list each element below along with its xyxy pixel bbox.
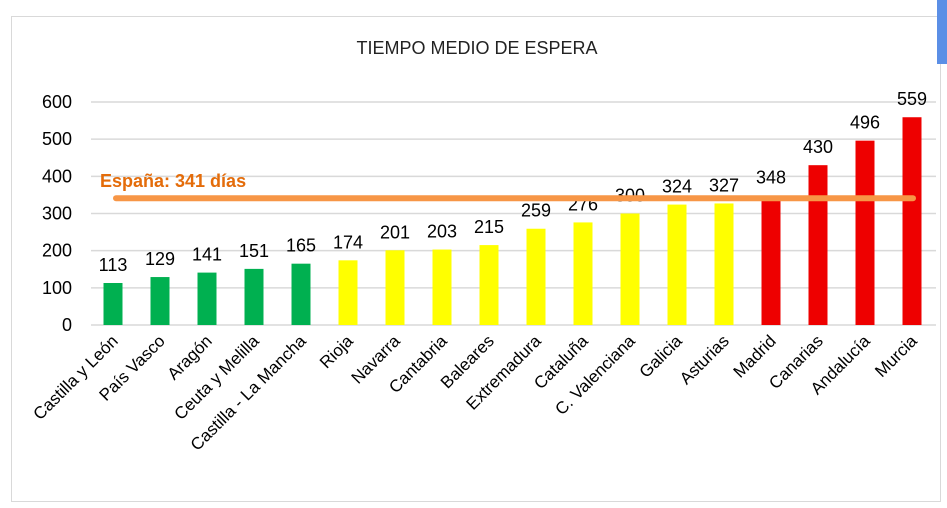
x-tick-label: Rioja (316, 331, 357, 372)
y-tick-label: 0 (62, 315, 72, 335)
bar (620, 213, 640, 325)
gridlines (91, 101, 936, 326)
data-label: 174 (333, 232, 363, 252)
y-tick-label: 100 (42, 278, 72, 298)
bar (291, 263, 311, 325)
bar (714, 203, 734, 325)
selection-accent (937, 0, 947, 64)
data-label: 348 (756, 168, 786, 188)
bar (902, 117, 922, 325)
chart-frame (11, 16, 941, 502)
bar (338, 260, 358, 325)
data-label: 165 (286, 236, 316, 256)
bar (526, 228, 546, 325)
reference-line-label: España: 341 días (100, 171, 246, 191)
x-tick-label: Murcia (871, 331, 921, 381)
bar (432, 249, 452, 325)
bar (808, 165, 828, 325)
bar (667, 204, 687, 325)
bar (103, 283, 123, 325)
chart-title: TIEMPO MEDIO DE ESPERA (356, 38, 597, 58)
x-tick-label: Asturias (676, 331, 733, 388)
data-label: 151 (239, 241, 269, 261)
data-label: 141 (192, 245, 222, 265)
bar (150, 277, 170, 325)
data-label: 496 (850, 113, 880, 133)
y-tick-label: 400 (42, 166, 72, 186)
y-tick-label: 200 (42, 241, 72, 261)
data-label: 327 (709, 175, 739, 195)
bar (573, 222, 593, 325)
bar (244, 268, 264, 325)
y-tick-label: 600 (42, 92, 72, 112)
bars (103, 117, 922, 325)
data-label: 430 (803, 137, 833, 157)
data-label: 215 (474, 217, 504, 237)
data-label: 259 (521, 201, 551, 221)
data-label: 113 (99, 255, 128, 275)
bar (385, 250, 405, 325)
bar (855, 140, 875, 325)
data-label: 559 (897, 89, 927, 109)
data-label: 201 (380, 222, 410, 242)
bar (197, 272, 217, 325)
data-label: 203 (427, 222, 457, 242)
y-axis-ticks: 0 100 200 300 400 500 600 (42, 92, 72, 335)
bar (761, 195, 781, 325)
bar (479, 245, 499, 325)
data-label: 129 (145, 249, 175, 269)
data-label: 324 (662, 177, 692, 197)
y-tick-label: 500 (42, 129, 72, 149)
y-tick-label: 300 (42, 204, 72, 224)
